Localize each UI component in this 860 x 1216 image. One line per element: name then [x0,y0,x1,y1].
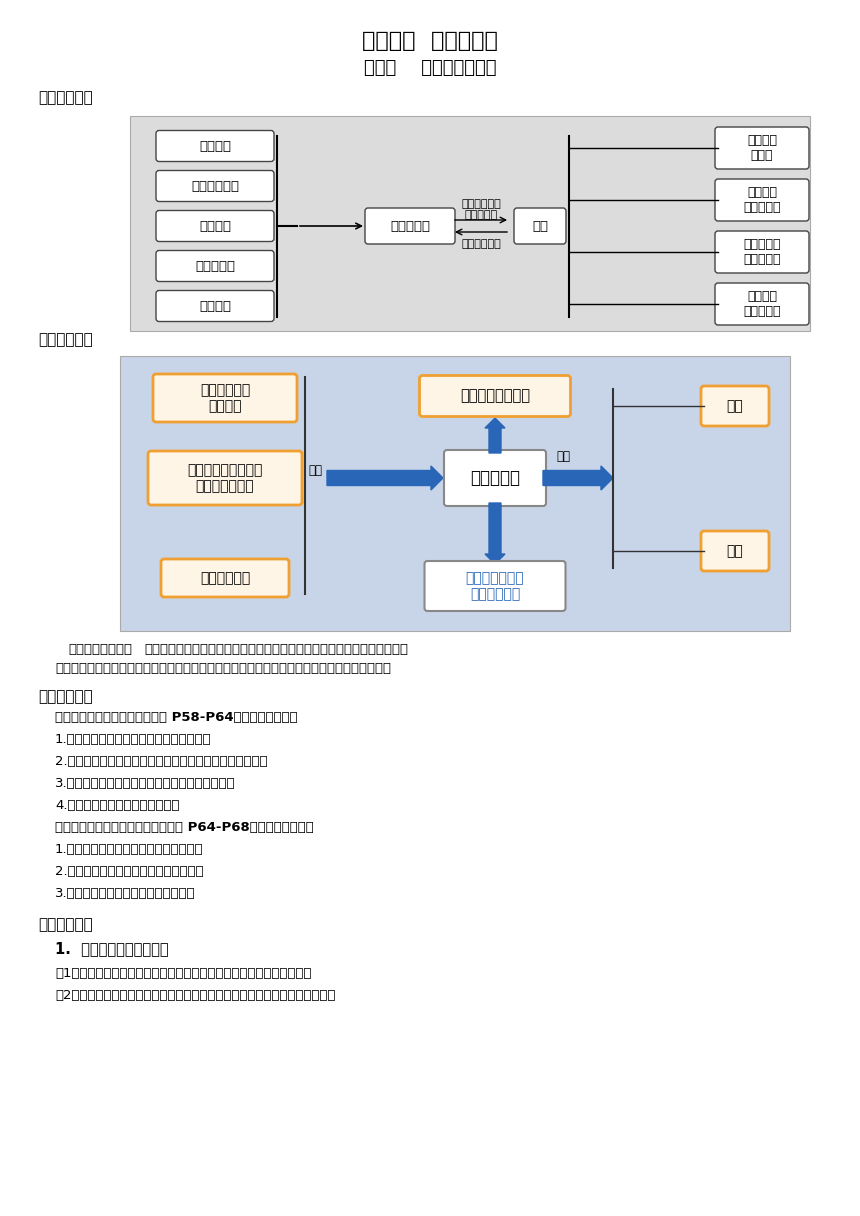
FancyBboxPatch shape [156,130,274,162]
Text: 二、日益开放的世界经济（阅读教材 P64-P68，回答下列问题）: 二、日益开放的世界经济（阅读教材 P64-P68，回答下列问题） [55,821,314,834]
Text: 1.什么是经济全球化？其主要表现有哪些？: 1.什么是经济全球化？其主要表现有哪些？ [55,733,212,745]
Text: 两框的逻辑关系：: 两框的逻辑关系： [68,643,132,655]
Text: 主要影响因素: 主要影响因素 [191,180,239,192]
Text: 1.  经济全球化的影响因素: 1. 经济全球化的影响因素 [55,941,169,956]
Text: 【单元结构】: 【单元结构】 [38,90,93,106]
FancyArrow shape [485,418,505,454]
FancyBboxPatch shape [153,375,297,422]
FancyBboxPatch shape [156,250,274,281]
Text: 1.掌握经济全球化的机遇（积极意义）。: 1.掌握经济全球化的机遇（积极意义）。 [55,843,204,856]
Text: 经济全球化是什么，为什么会出现经济全球化，经济全球化产生了怎样的影: 经济全球化是什么，为什么会出现经济全球化，经济全球化产生了怎样的影 [144,643,408,655]
Text: 挑战: 挑战 [727,544,743,558]
FancyBboxPatch shape [156,210,274,242]
Text: 2.理解经济全球化的挑战（消极影响）。: 2.理解经济全球化的挑战（消极影响）。 [55,865,204,878]
Text: 重要载体: 重要载体 [199,220,231,232]
Text: 让经济全球化更
有活力的措施: 让经济全球化更 有活力的措施 [465,570,525,601]
Text: 世界经济的
重要推动者: 世界经济的 重要推动者 [743,238,781,266]
Text: 第六课    走进经济全球化: 第六课 走进经济全球化 [364,60,496,77]
Text: 【重点突破】: 【重点突破】 [38,917,93,931]
Text: 【课时结构】: 【课时结构】 [38,332,93,348]
FancyBboxPatch shape [425,561,566,610]
Text: 更有活力: 更有活力 [199,299,231,313]
Text: 影响: 影响 [308,463,322,477]
Text: 第三单元  经济全球化: 第三单元 经济全球化 [362,30,498,51]
Text: 开放型经济: 开放型经济 [464,210,498,220]
Text: 机遇: 机遇 [727,399,743,413]
Text: （1）经济全球化是社会生产力发展的客观要求和科技进步的必然结果。: （1）经济全球化是社会生产力发展的客观要求和科技进步的必然结果。 [55,967,311,980]
FancyBboxPatch shape [701,531,769,572]
Text: 市场经济体制: 市场经济体制 [200,572,250,585]
Text: 3.明确让经济全球化更有活力的措施。: 3.明确让经济全球化更有活力的措施。 [55,886,195,900]
Text: 主要表现: 主要表现 [199,140,231,152]
FancyBboxPatch shape [156,170,274,202]
FancyBboxPatch shape [156,291,274,321]
Bar [130,116,810,331]
Text: 世界各国对本国、本
民族利益的追求: 世界各国对本国、本 民族利益的追求 [187,463,262,494]
Text: 2.影响经济全球化的主要因素有哪些？各自是如何影响的？: 2.影响经济全球化的主要因素有哪些？各自是如何影响的？ [55,755,267,769]
Text: 3.什么是跨国公司，其运营的方式和目的是什么？: 3.什么是跨国公司，其运营的方式和目的是什么？ [55,777,236,790]
FancyBboxPatch shape [420,376,570,417]
Text: 一、认识经济全球化（阅读教材 P58-P64，回答下列问题）: 一、认识经济全球化（阅读教材 P58-P64，回答下列问题） [55,711,298,724]
Text: 机遇与挑战: 机遇与挑战 [195,259,235,272]
FancyBboxPatch shape [161,559,289,597]
FancyBboxPatch shape [365,208,455,244]
FancyArrow shape [327,466,443,490]
FancyBboxPatch shape [148,451,302,505]
FancyBboxPatch shape [715,179,809,221]
Text: 影响: 影响 [556,450,570,462]
Text: 对外开放
与自力更生: 对外开放 与自力更生 [743,186,781,214]
Text: 全面开放
新格局: 全面开放 新格局 [747,134,777,162]
FancyBboxPatch shape [715,126,809,169]
Text: 完善全球治理: 完善全球治理 [461,240,501,249]
Text: 含义、表现、载体: 含义、表现、载体 [460,388,530,404]
FancyBboxPatch shape [715,231,809,274]
FancyBboxPatch shape [514,208,566,244]
Bar [120,356,790,631]
Text: 社会生产力和
科技进步: 社会生产力和 科技进步 [200,383,250,413]
FancyBboxPatch shape [715,283,809,325]
Text: 响，如何引导经济全球化的发展方向。本课内容遵循是什么、为什么和怎么办的内在逻辑展开。: 响，如何引导经济全球化的发展方向。本课内容遵循是什么、为什么和怎么办的内在逻辑展… [55,662,391,675]
Text: 中国: 中国 [532,220,548,232]
Text: 发展更高层次: 发展更高层次 [461,199,501,209]
Text: 推动经济
全球化发展: 推动经济 全球化发展 [743,289,781,319]
FancyBboxPatch shape [701,385,769,426]
Text: （2）经济全球化加速发展的根本动因是世界各国对本国、本民族利益的追求。: （2）经济全球化加速发展的根本动因是世界各国对本国、本民族利益的追求。 [55,989,335,1002]
Text: 经济全球化: 经济全球化 [390,220,430,232]
Text: 经济全球化: 经济全球化 [470,469,520,486]
FancyArrow shape [543,466,613,490]
FancyArrow shape [485,503,505,564]
Text: 【问题导引】: 【问题导引】 [38,689,93,704]
Text: 4.如何全面认识跨国公司的影响？: 4.如何全面认识跨国公司的影响？ [55,799,180,812]
FancyBboxPatch shape [444,450,546,506]
